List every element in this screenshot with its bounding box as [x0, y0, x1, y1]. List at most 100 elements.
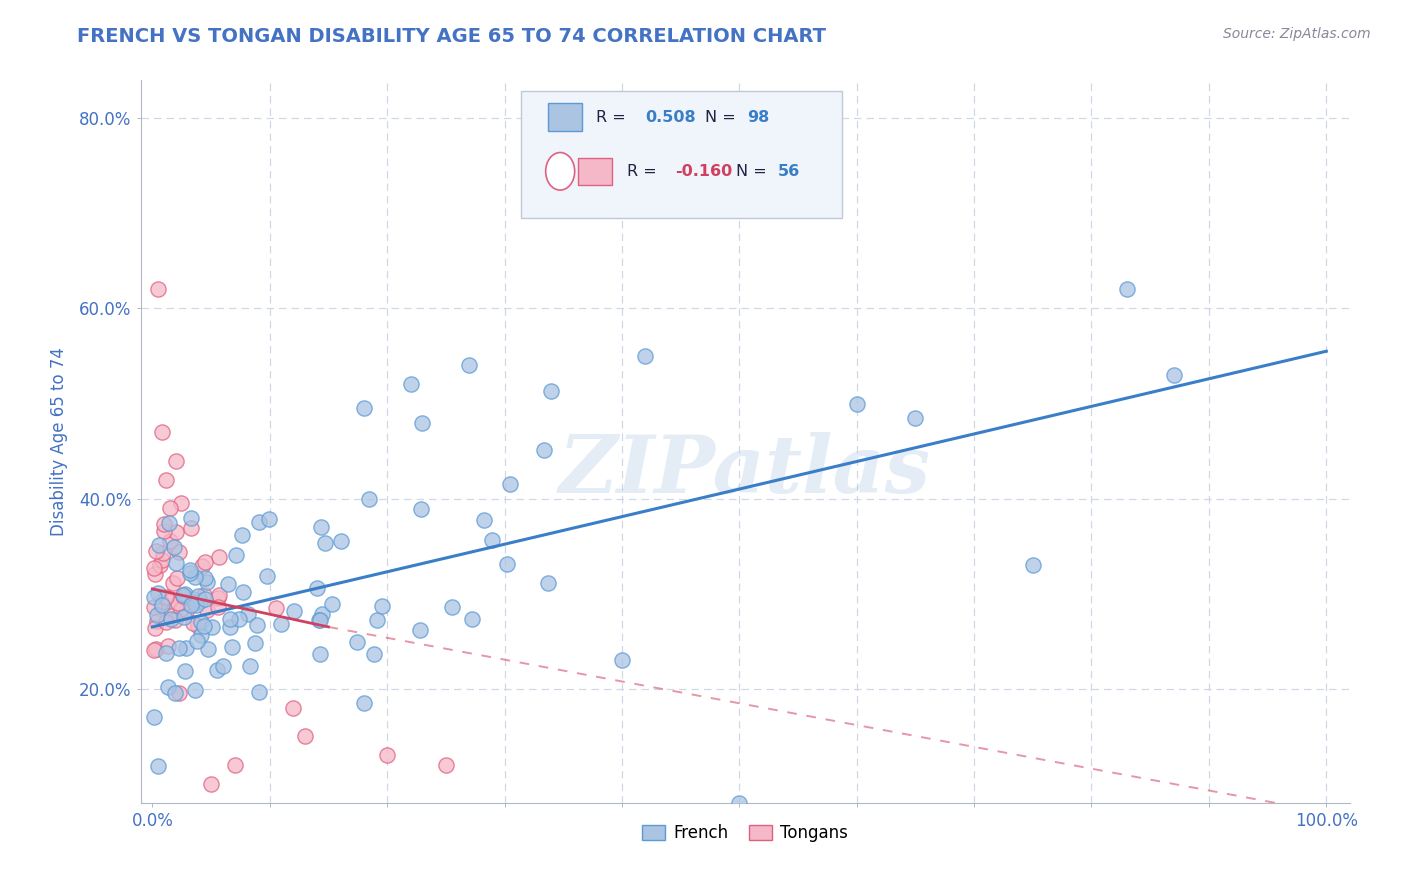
Point — [167, 685, 190, 699]
Point — [167, 545, 190, 559]
Point — [283, 603, 305, 617]
Point — [153, 524, 176, 538]
Point — [197, 603, 219, 617]
Point — [371, 599, 394, 613]
Point — [170, 495, 193, 509]
Point — [461, 613, 484, 627]
Point — [346, 635, 368, 649]
Point — [728, 796, 751, 810]
Point — [146, 614, 169, 628]
Point — [205, 663, 228, 677]
Text: Source: ZipAtlas.com: Source: ZipAtlas.com — [1223, 27, 1371, 41]
Point — [321, 598, 343, 612]
Text: ZIPatlas: ZIPatlas — [560, 432, 931, 509]
Point — [186, 619, 208, 633]
Point — [197, 641, 219, 656]
Text: 98: 98 — [748, 110, 770, 125]
Point — [311, 607, 333, 621]
Point — [146, 585, 169, 599]
Point — [183, 615, 205, 630]
Point — [434, 757, 457, 772]
Point — [181, 591, 204, 606]
Point — [195, 575, 218, 590]
Point — [174, 664, 197, 678]
Point — [157, 516, 180, 530]
Point — [190, 615, 212, 629]
Point — [256, 569, 278, 583]
Point — [166, 596, 188, 610]
Point — [207, 599, 229, 614]
Point — [146, 759, 169, 773]
Point — [283, 700, 305, 714]
Point — [366, 613, 388, 627]
Point — [184, 599, 207, 613]
Point — [236, 607, 259, 621]
Point — [183, 595, 205, 609]
Text: R =: R = — [627, 164, 662, 178]
Point — [167, 641, 190, 656]
Point — [172, 590, 194, 604]
Point — [190, 628, 212, 642]
Point — [142, 600, 165, 615]
Point — [353, 696, 375, 710]
Point — [170, 602, 193, 616]
Point — [363, 647, 385, 661]
FancyBboxPatch shape — [548, 103, 582, 131]
Point — [157, 680, 180, 694]
Point — [212, 659, 235, 673]
Point — [499, 476, 522, 491]
Point — [146, 608, 169, 623]
Point — [180, 521, 202, 535]
Point — [165, 556, 187, 570]
Point — [194, 592, 217, 607]
Y-axis label: Disability Age 65 to 74: Disability Age 65 to 74 — [51, 347, 67, 536]
Point — [145, 621, 167, 635]
Point — [634, 349, 657, 363]
Point — [228, 612, 250, 626]
Point — [224, 757, 246, 772]
Point — [225, 549, 247, 563]
Point — [159, 608, 181, 623]
Point — [180, 511, 202, 525]
Point — [314, 536, 336, 550]
Point — [208, 550, 231, 565]
Point — [173, 610, 195, 624]
Point — [148, 282, 170, 296]
Point — [308, 613, 330, 627]
Point — [553, 187, 575, 202]
Point — [193, 571, 215, 585]
Point — [218, 612, 240, 626]
Point — [142, 710, 165, 724]
Point — [309, 520, 332, 534]
Point — [231, 528, 253, 542]
Point — [149, 602, 172, 616]
Point — [143, 561, 166, 575]
FancyBboxPatch shape — [578, 158, 612, 185]
Point — [904, 410, 927, 425]
Point — [179, 566, 201, 580]
Point — [193, 588, 215, 602]
Text: N =: N = — [735, 164, 772, 178]
Point — [148, 538, 170, 552]
Point — [232, 585, 254, 599]
Point — [166, 571, 188, 585]
Point — [264, 601, 287, 615]
Point — [152, 598, 174, 612]
Point — [540, 384, 562, 399]
Point — [187, 589, 209, 603]
Point — [191, 558, 214, 573]
Point — [150, 595, 173, 609]
Point — [180, 598, 202, 612]
Legend: French, Tongans: French, Tongans — [636, 817, 855, 848]
Point — [150, 425, 173, 439]
Point — [159, 533, 181, 548]
Point — [194, 555, 217, 569]
Point — [153, 517, 176, 532]
Point — [308, 647, 330, 661]
Point — [184, 570, 207, 584]
Point — [150, 552, 173, 566]
Point — [294, 729, 316, 743]
Point — [165, 453, 187, 467]
Point — [143, 566, 166, 581]
Point — [159, 501, 181, 516]
